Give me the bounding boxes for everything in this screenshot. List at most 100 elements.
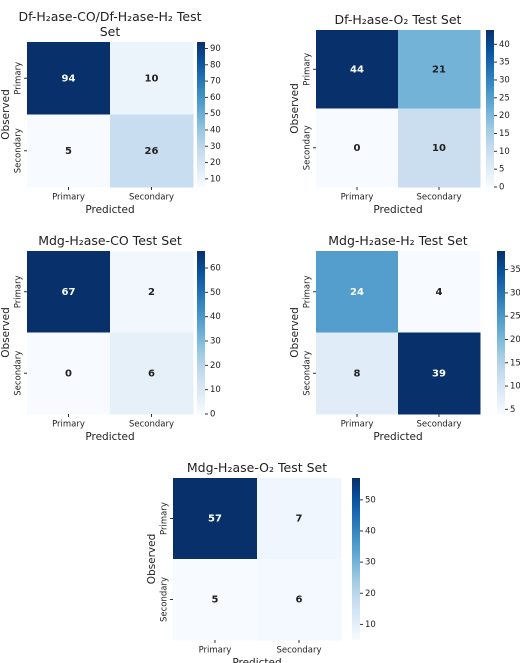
y-tick-label: Primary — [160, 502, 170, 535]
colorbar-tick-label: 35 — [510, 265, 520, 275]
cell-label: 10 — [432, 143, 446, 154]
colorbar-tick-label: 50 — [365, 495, 376, 505]
chart-title: Df-H₂ase-CO/Df-H₂ase-H₂ Test Set — [18, 9, 202, 39]
heatmap-cell — [110, 332, 194, 415]
x-axis-label: Predicted — [373, 204, 422, 216]
x-tick-label: Secondary — [129, 193, 174, 203]
x-tick-label: Primary — [341, 193, 374, 203]
chart-title: Mdg-H₂ase-O₂ Test Set — [186, 460, 328, 475]
y-axis-label: Observed — [0, 307, 12, 358]
colorbar-tick-label: 70 — [210, 77, 221, 87]
colorbar-tick-label: 80 — [210, 60, 221, 70]
x-axis-label: Predicted — [85, 204, 134, 216]
x-tick-label: Primary — [199, 646, 232, 656]
cell-label: 94 — [62, 73, 76, 84]
heatmap-cell — [316, 30, 399, 109]
colorbar-tick-label: 10 — [365, 620, 376, 630]
heatmap-cell — [257, 559, 342, 641]
cell-label: 0 — [354, 143, 361, 154]
heatmap-cell — [316, 108, 399, 188]
cell-label: 0 — [65, 368, 72, 379]
colorbar-tick-label: 20 — [365, 589, 376, 599]
x-axis-label: Predicted — [85, 431, 134, 443]
cell-label: 8 — [354, 368, 361, 379]
y-tick-label: Secondary — [14, 128, 24, 173]
cell-label: 5 — [65, 146, 72, 157]
cell-label: 21 — [432, 64, 446, 75]
chart-title: Mdg-H₂ase-H₂ Test Set — [328, 233, 468, 248]
colorbar-tick-label: 40 — [210, 312, 221, 322]
colorbar — [197, 42, 205, 187]
heatmap-cell — [257, 478, 342, 560]
y-axis-label: Observed — [0, 89, 12, 140]
colorbar-tick-label: 60 — [210, 264, 221, 274]
y-axis-label: Observed — [146, 534, 158, 585]
y-tick-label: Primary — [14, 62, 24, 95]
colorbar-tick-label: 40 — [365, 526, 376, 536]
colorbar-tick-label: 5 — [510, 405, 515, 415]
y-tick-label: Primary — [14, 275, 24, 308]
heatmap-cell — [173, 478, 258, 560]
colorbar-tick-label: 30 — [499, 75, 510, 85]
cell-label: 6 — [296, 595, 303, 606]
colorbar — [197, 251, 205, 414]
y-tick-label: Secondary — [303, 351, 313, 396]
colorbar-tick-label: 40 — [210, 125, 221, 135]
cell-label: 5 — [212, 595, 219, 606]
x-tick-label: Primary — [341, 420, 374, 430]
x-tick-label: Secondary — [129, 420, 174, 430]
chart-title: Mdg-H₂ase-CO Test Set — [38, 233, 182, 248]
y-tick-label: Secondary — [14, 351, 24, 396]
colorbar — [486, 30, 494, 187]
colorbar-tick-label: 50 — [210, 288, 221, 298]
x-tick-label: Secondary — [416, 193, 461, 203]
colorbar-tick-label: 5 — [499, 165, 504, 175]
heatmap-cell — [110, 42, 194, 115]
colorbar-tick-label: 15 — [499, 129, 510, 139]
cell-label: 10 — [145, 73, 159, 84]
heatmap-cell — [27, 114, 111, 188]
y-tick-label: Primary — [303, 53, 313, 86]
heatmap-cell — [398, 30, 481, 109]
colorbar-tick-label: 10 — [499, 147, 510, 157]
cell-label: 26 — [145, 146, 159, 157]
chart-title: Df-H₂ase-O₂ Test Set — [334, 12, 462, 27]
colorbar-tick-label: 40 — [499, 40, 510, 50]
cell-label: 57 — [208, 514, 222, 525]
colorbar-tick-label: 0 — [210, 410, 215, 420]
colorbar — [497, 251, 505, 414]
heatmap-cell — [173, 559, 258, 641]
cell-label: 39 — [432, 368, 446, 379]
heatmap-cell — [398, 108, 481, 188]
heatmap-cell — [27, 332, 111, 415]
x-tick-label: Secondary — [276, 646, 321, 656]
heatmap-cell — [398, 251, 481, 333]
x-tick-label: Primary — [52, 420, 85, 430]
y-tick-label: Secondary — [303, 125, 313, 170]
cell-label: 4 — [436, 287, 443, 298]
colorbar-tick-label: 30 — [210, 142, 221, 152]
cell-label: 44 — [350, 64, 364, 75]
colorbar-tick-label: 10 — [510, 382, 520, 392]
colorbar — [352, 478, 360, 640]
heatmap-cell — [27, 42, 111, 115]
colorbar-tick-label: 10 — [210, 174, 221, 184]
colorbar-tick-label: 30 — [510, 288, 520, 298]
colorbar-tick-label: 35 — [499, 58, 510, 68]
cell-label: 67 — [62, 287, 76, 298]
heatmap-cell — [110, 114, 194, 188]
cell-label: 2 — [148, 287, 155, 298]
cell-label: 7 — [296, 514, 303, 525]
colorbar-tick-label: 90 — [210, 44, 221, 54]
colorbar-tick-label: 15 — [510, 358, 520, 368]
colorbar-tick-label: 25 — [499, 93, 510, 103]
y-tick-label: Primary — [303, 275, 313, 308]
heatmap-cell — [398, 332, 481, 415]
y-tick-label: Secondary — [160, 577, 170, 622]
y-axis-label: Observed — [289, 83, 301, 134]
colorbar-tick-label: 25 — [510, 312, 520, 322]
x-axis-label: Predicted — [373, 431, 422, 443]
colorbar-tick-label: 20 — [210, 361, 221, 371]
